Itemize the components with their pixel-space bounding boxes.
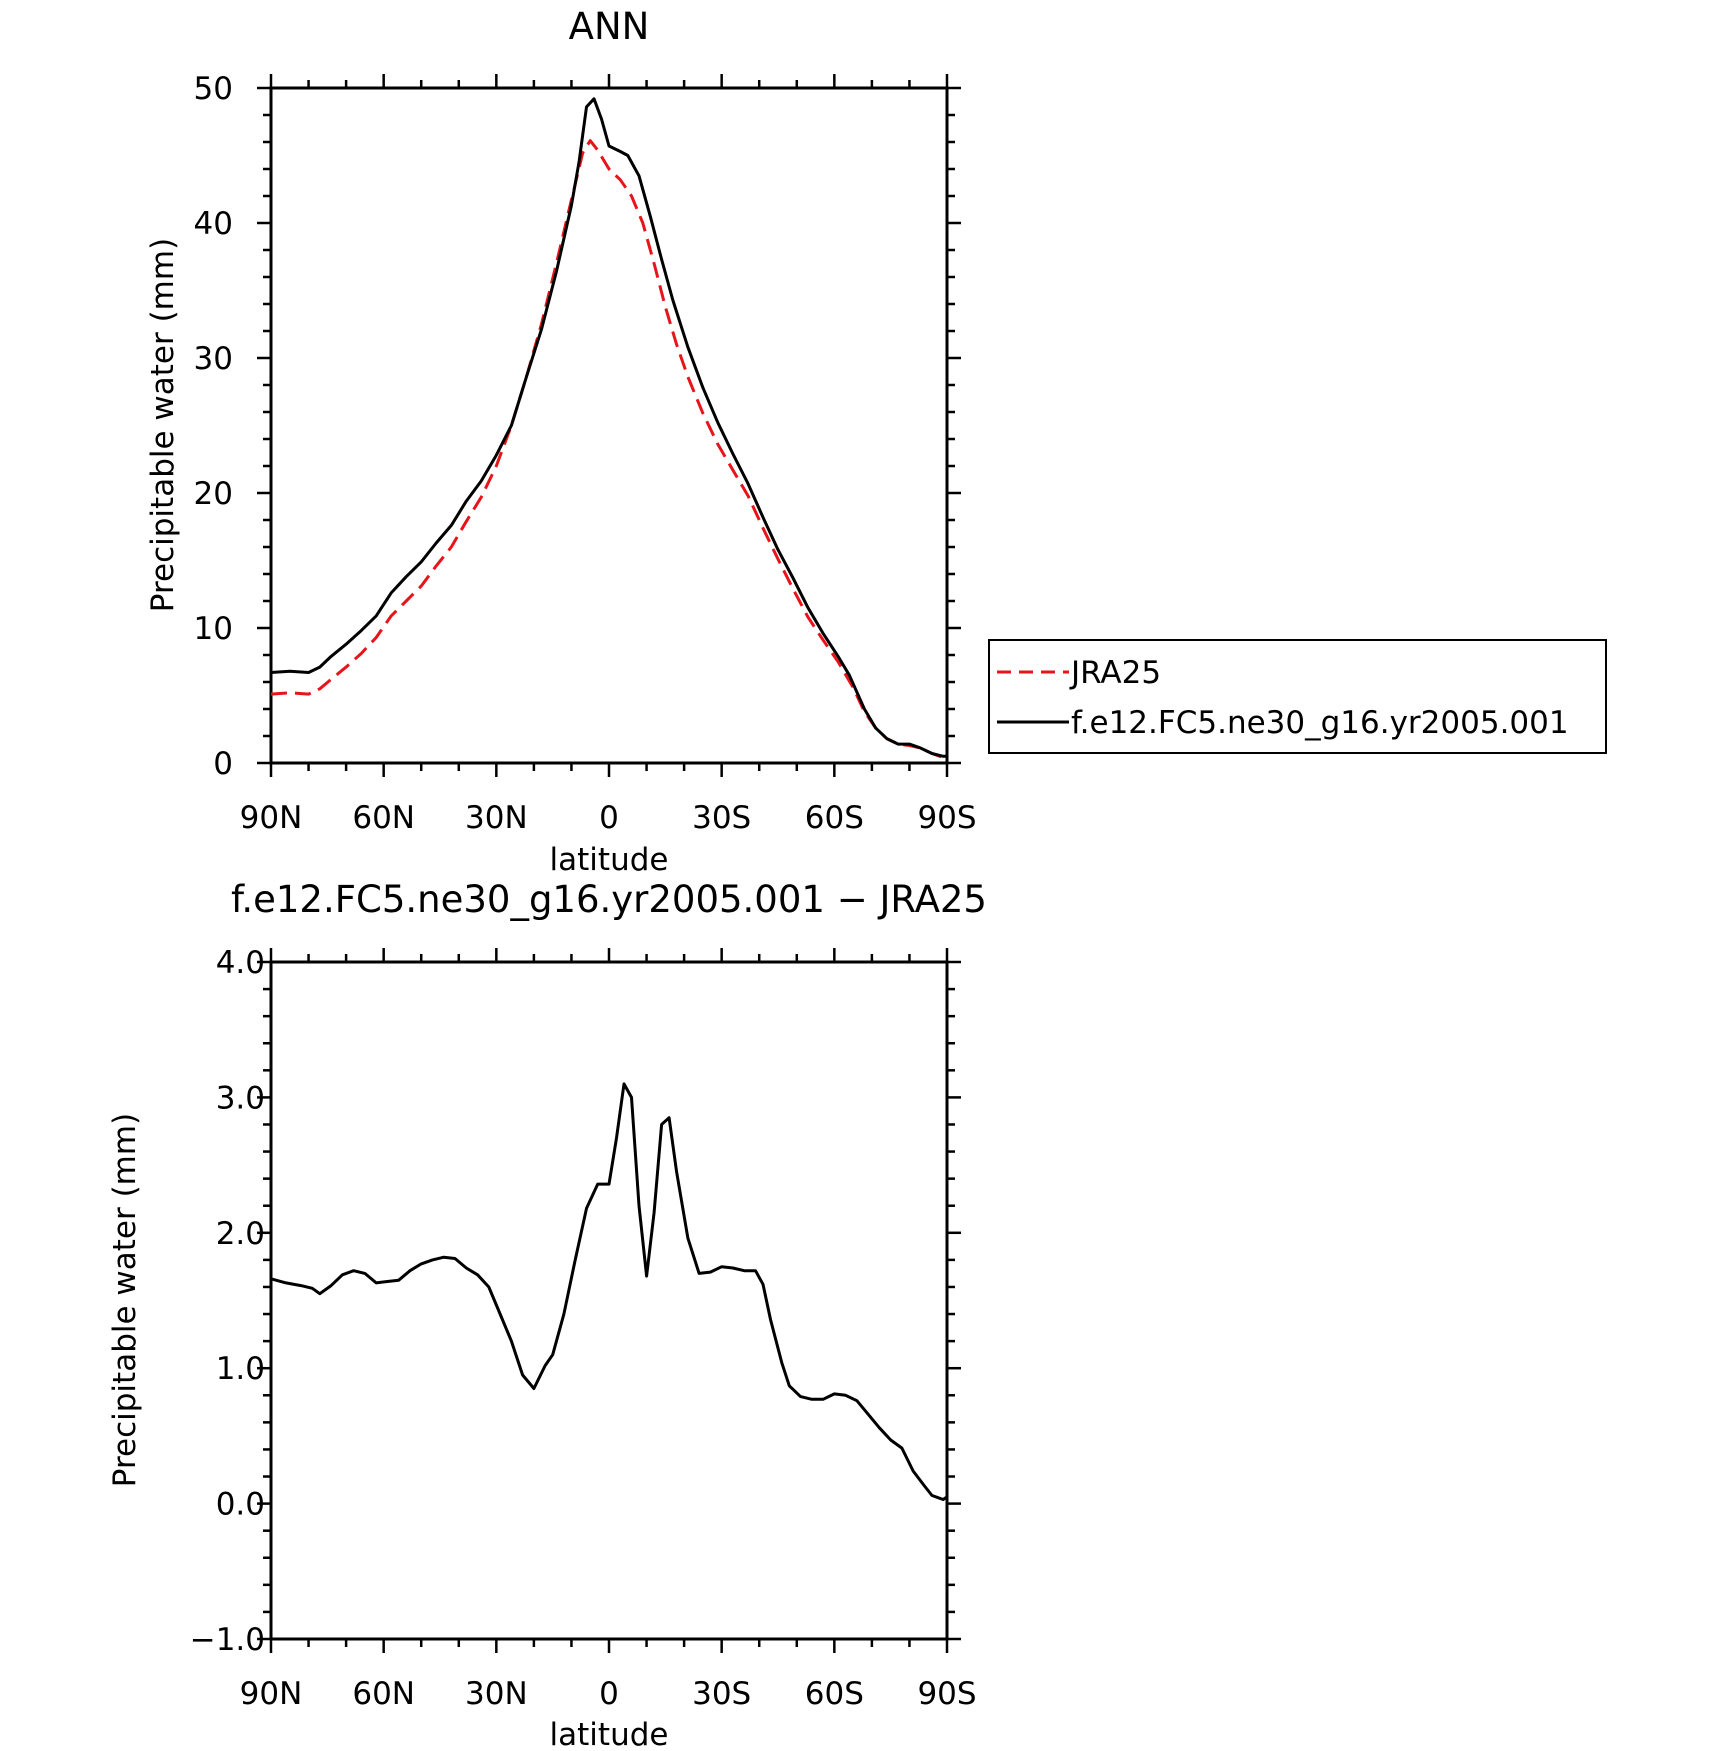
legend-label-model: f.e12.FC5.ne30_g16.yr2005.001	[1071, 705, 1569, 741]
top-series-line-1	[270, 97, 947, 758]
top-x-tick-label: 90N	[240, 800, 303, 836]
top-x-tick-label: 30S	[692, 800, 751, 836]
bottom-y-tick-label: 1.0	[216, 1351, 265, 1387]
top-y-tick-label: 30	[194, 341, 233, 377]
top-series-line-0	[270, 139, 947, 760]
bottom-y-tick-label: 2.0	[216, 1216, 265, 1252]
top-chart-y-axis-label: Precipitable water (mm)	[145, 238, 181, 612]
bottom-x-tick-label: 60N	[352, 1676, 415, 1712]
bottom-y-tick-label: 4.0	[216, 945, 265, 981]
top-chart-series-lines	[270, 97, 947, 760]
top-chart-title: ANN	[569, 5, 650, 48]
top-y-tick-label: 20	[194, 476, 233, 512]
legend: JRA25 f.e12.FC5.ne30_g16.yr2005.001	[988, 639, 1607, 754]
bottom-chart-ticks	[257, 948, 961, 1653]
bottom-chart-series-lines	[270, 1082, 948, 1501]
bottom-chart-frame	[269, 960, 949, 1641]
bottom-chart-panel: f.e12.FC5.ne30_g16.yr2005.001 − JRA25 −1…	[107, 878, 987, 1751]
bottom-x-tick-label: 90N	[240, 1676, 303, 1712]
legend-box	[988, 639, 1607, 754]
bottom-y-tick-label: 0.0	[216, 1487, 265, 1523]
top-chart-y-tick-labels: 0 10 20 30 40 50	[194, 71, 233, 782]
bottom-chart-x-axis-label: latitude	[550, 1717, 669, 1751]
bottom-x-tick-label: 30S	[692, 1676, 751, 1712]
bottom-series-line-0	[270, 1082, 948, 1501]
top-chart-ticks	[257, 74, 961, 777]
bottom-chart-y-tick-labels: −1.0 0.0 1.0 2.0 3.0 4.0	[190, 945, 265, 1658]
bottom-chart-x-tick-labels: 90N 60N 30N 0 30S 60S 90S	[240, 1676, 977, 1712]
top-y-tick-label: 50	[194, 71, 233, 107]
bottom-x-tick-label: 30N	[465, 1676, 528, 1712]
bottom-x-tick-label: 0	[599, 1676, 619, 1712]
top-x-tick-label: 30N	[465, 800, 528, 836]
top-y-tick-label: 0	[213, 746, 233, 782]
top-x-tick-label: 60S	[805, 800, 864, 836]
top-y-tick-label: 10	[194, 611, 233, 647]
bottom-x-tick-label: 60S	[805, 1676, 864, 1712]
legend-label-jra25: JRA25	[1069, 655, 1161, 691]
bottom-y-tick-label: −1.0	[190, 1622, 265, 1658]
bottom-x-tick-label: 90S	[917, 1676, 976, 1712]
top-chart-x-tick-labels: 90N 60N 30N 0 30S 60S 90S	[240, 800, 977, 836]
top-chart-panel: ANN 0 10 20 30 40 50 90N 60N 30N 0 30S 60S 90S lati…	[145, 5, 977, 878]
top-chart-x-axis-label: latitude	[550, 842, 669, 878]
top-y-tick-label: 40	[194, 206, 233, 242]
bottom-chart-title: f.e12.FC5.ne30_g16.yr2005.001 − JRA25	[231, 878, 987, 921]
top-chart-frame	[269, 86, 949, 765]
top-x-tick-label: 60N	[352, 800, 415, 836]
top-x-tick-label: 0	[599, 800, 619, 836]
bottom-chart-y-axis-label: Precipitable water (mm)	[107, 1113, 143, 1487]
bottom-y-tick-label: 3.0	[216, 1080, 265, 1116]
top-x-tick-label: 90S	[917, 800, 976, 836]
